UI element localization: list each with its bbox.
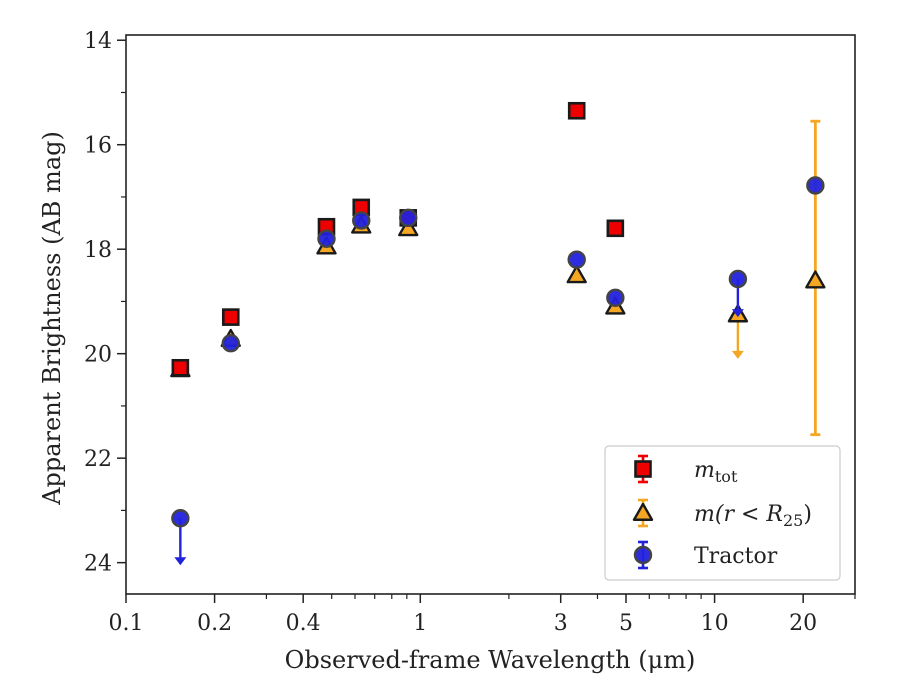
y-axis: 14 16 18 20 22 24 — [84, 29, 126, 577]
mtot-point — [221, 308, 240, 326]
x-tick-label: 10 — [701, 611, 729, 636]
legend-marker — [634, 460, 652, 478]
x-tick-label: 0.2 — [197, 611, 232, 636]
tractor-point — [352, 211, 371, 230]
legend-label: m(r < R25) — [694, 502, 812, 530]
series-tractor — [171, 176, 825, 566]
x-tick-label: 20 — [789, 611, 817, 636]
upper-limit-arrowhead — [174, 557, 187, 566]
mtot-point — [171, 358, 190, 377]
legend-marker — [633, 545, 653, 565]
y-tick-label: 20 — [84, 343, 112, 368]
x-tick-label: 5 — [619, 611, 633, 636]
tractor-point — [606, 288, 625, 307]
tractor-point — [567, 250, 586, 269]
legend-box — [604, 445, 841, 581]
plot-area — [125, 34, 856, 595]
legend-label: mtot — [694, 458, 738, 486]
tractor-point — [221, 334, 240, 353]
m-r25-point — [398, 218, 419, 237]
plot-border — [125, 34, 856, 595]
y-tick-label: 22 — [84, 447, 112, 472]
x-tick-label: 1 — [413, 611, 427, 636]
upper-limit-arrowhead — [731, 309, 744, 318]
x-tick-label: 0.4 — [286, 611, 321, 636]
m-r25-point — [566, 265, 587, 284]
upper-limit-arrowhead — [731, 350, 744, 359]
y-tick-label: 24 — [84, 552, 112, 577]
mtot-point — [567, 101, 586, 120]
data-marks — [170, 101, 826, 566]
legend: mtot m(r < R25) Tractor — [604, 445, 841, 581]
tractor-point — [728, 269, 748, 289]
mtot-point — [606, 219, 625, 238]
y-tick-label: 18 — [84, 238, 112, 263]
x-tick-label: 0.1 — [109, 611, 144, 636]
x-axis-label: Observed-frame Wavelength (μm) — [285, 646, 696, 674]
x-tick-label: 3 — [554, 611, 568, 636]
x-axis: 0.1 0.2 0.4 1 3 5 10 20 — [109, 594, 856, 636]
y-tick-label: 16 — [84, 134, 112, 159]
y-axis-label: Apparent Brightness (AB mag) — [38, 131, 66, 506]
tractor-point — [317, 229, 336, 248]
tractor-point — [806, 176, 825, 195]
tractor-point — [171, 509, 190, 528]
legend-label: Tractor — [694, 544, 778, 569]
tractor-point — [399, 208, 418, 228]
series-mtot — [171, 101, 625, 377]
series-m-r25 — [170, 119, 826, 437]
y-tick-label: 14 — [84, 29, 112, 54]
legend-marker — [632, 502, 654, 521]
m-r25-point — [805, 270, 826, 289]
